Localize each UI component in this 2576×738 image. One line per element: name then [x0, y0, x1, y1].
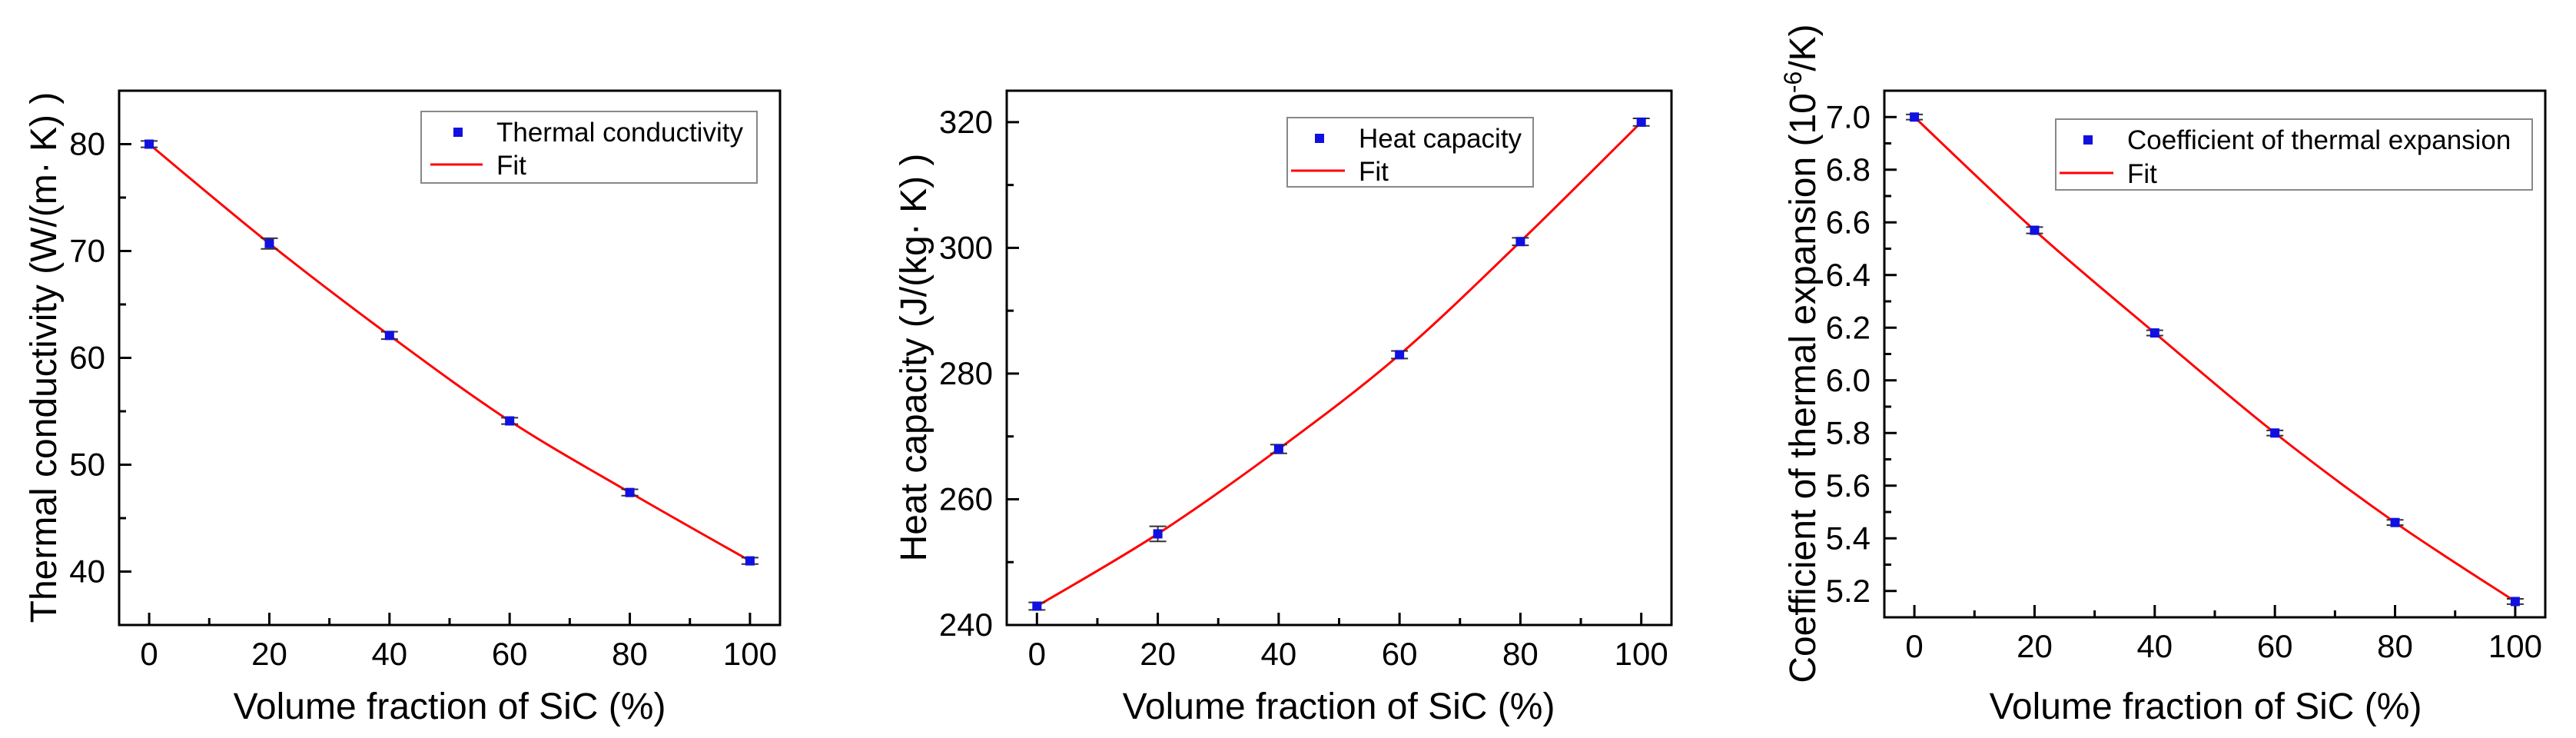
data-point	[1636, 117, 1646, 127]
x-tick-label: 80	[612, 636, 648, 672]
chart-thermal-expansion: 0 20 40 60 80 100 5.2 5.4 5.6 5.8 6.0 6.2 6.4 6.6 6.8 7…	[1779, 24, 2547, 727]
y-tick-label: 320	[939, 104, 993, 140]
y-tick-label: 5.6	[1826, 467, 1871, 504]
y-tick-label: 6.8	[1826, 151, 1871, 188]
y-axis-title: Thermal conductivity (W/(m· K) )	[24, 92, 65, 623]
y-axis-title: Heat capacity (J/(kg· K) )	[894, 154, 934, 562]
x-tick-label: 40	[371, 636, 407, 672]
data-point	[1273, 444, 1283, 454]
data-point	[2270, 428, 2280, 438]
legend: Thermal conductivity Fit	[420, 111, 758, 184]
legend-label-fit: Fit	[2127, 159, 2157, 189]
legend: Heat capacity Fit	[1286, 117, 1534, 188]
y-tick-label: 240	[939, 607, 993, 643]
legend-marker-icon	[1315, 134, 1324, 143]
y-tick-label: 40	[69, 554, 105, 590]
y-tick-label: 6.0	[1826, 362, 1871, 398]
x-axis-title: Volume fraction of SiC (%)	[1123, 686, 1555, 727]
legend-label-fit: Fit	[496, 151, 526, 181]
y-axis-title-exponent: -6	[1779, 71, 1807, 93]
data-point	[505, 416, 515, 426]
y-tick-label: 80	[69, 126, 105, 162]
y-tick-label: 5.8	[1826, 414, 1871, 450]
legend-label-fit: Fit	[1359, 157, 1389, 187]
x-tick-label: 20	[1140, 636, 1176, 672]
x-tick-label: 40	[1261, 636, 1297, 672]
x-tick-label: 60	[2257, 628, 2293, 664]
x-tick-label: 80	[1502, 636, 1539, 672]
chart-thermal-conductivity: 0 20 40 60 80 100 40 50 60 70 80 Volume fraction o…	[24, 89, 782, 727]
x-tick-label: 20	[251, 636, 287, 672]
legend-label-data: Heat capacity	[1359, 124, 1522, 154]
x-tick-label: 100	[723, 636, 777, 672]
x-tick-label: 20	[2017, 628, 2053, 664]
data-point	[1910, 112, 1920, 122]
y-tick-label: 300	[939, 229, 993, 265]
data-point	[1032, 601, 1042, 611]
y-tick-label: 50	[69, 447, 105, 483]
data-point	[2149, 328, 2159, 338]
legend-marker-icon	[453, 128, 463, 137]
legend-marker-icon	[2083, 135, 2093, 145]
data-point	[144, 139, 154, 149]
legend-label-data: Coefficient of thermal expansion	[2127, 125, 2511, 155]
x-tick-label: 40	[2136, 628, 2173, 664]
legend-label-data: Thermal conductivity	[496, 118, 743, 148]
data-point	[625, 487, 635, 497]
data-point	[2030, 225, 2040, 235]
x-axis-title: Volume fraction of SiC (%)	[1990, 686, 2422, 727]
y-tick-label: 6.6	[1826, 204, 1871, 240]
y-tick-label: 5.4	[1826, 520, 1871, 556]
data-point	[1395, 350, 1405, 360]
y-tick-label: 6.4	[1826, 257, 1871, 293]
data-point	[2510, 597, 2520, 607]
x-tick-label: 60	[492, 636, 528, 672]
fit-line	[1036, 121, 1642, 607]
data-point	[1515, 237, 1525, 247]
x-tick-label: 0	[1905, 628, 1923, 664]
data-point	[2390, 517, 2400, 527]
fit-line	[1914, 116, 2516, 603]
x-tick-label: 60	[1382, 636, 1418, 672]
y-axis-title-prefix: Coefficient of thermal expansion (10	[1783, 93, 1824, 683]
chart-heat-capacity: 0 20 40 60 80 100 240 260 280 300 320 Volume fract…	[894, 89, 1673, 727]
x-tick-label: 100	[1615, 636, 1668, 672]
y-tick-label: 7.0	[1826, 98, 1871, 135]
y-tick-label: 280	[939, 355, 993, 391]
fit-line	[148, 143, 751, 562]
legend-box	[420, 111, 758, 184]
data-point	[745, 556, 755, 566]
data-point	[1153, 529, 1163, 539]
legend-box	[2055, 118, 2533, 191]
x-tick-label: 0	[140, 636, 158, 672]
data-point	[264, 238, 274, 248]
y-tick-label: 260	[939, 480, 993, 517]
x-tick-label: 100	[2488, 628, 2542, 664]
y-axis-title-suffix: /K)	[1783, 24, 1824, 71]
y-axis-title: Coefficient of thermal expansion (10-6/K…	[1779, 24, 1824, 683]
x-axis-title: Volume fraction of SiC (%)	[234, 686, 666, 727]
y-tick-label: 5.2	[1826, 573, 1871, 609]
y-tick-label: 6.2	[1826, 309, 1871, 345]
y-tick-label: 70	[69, 233, 105, 269]
data-point	[384, 331, 394, 341]
legend-box	[1286, 117, 1534, 188]
x-tick-label: 80	[2377, 628, 2413, 664]
legend: Coefficient of thermal expansion Fit	[2055, 118, 2533, 191]
y-tick-label: 60	[69, 340, 105, 376]
x-tick-label: 0	[1028, 636, 1046, 672]
